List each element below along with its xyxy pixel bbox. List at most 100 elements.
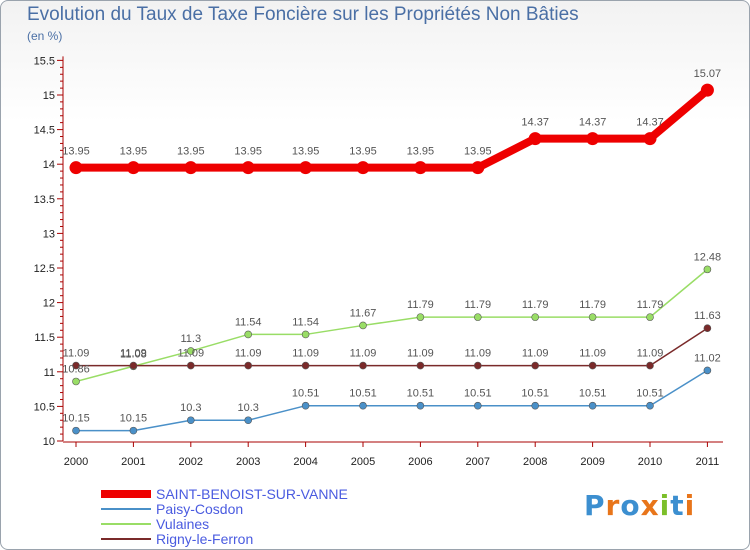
y-tick-label: 15 — [43, 90, 55, 102]
logo-letter: x — [640, 489, 660, 522]
data-point — [473, 361, 482, 370]
legend-item: Rigny-le-Ferron — [101, 531, 401, 547]
data-point — [416, 313, 425, 321]
data-point — [588, 361, 597, 370]
data-label: 11.08 — [120, 348, 147, 360]
y-tick-label: 10 — [43, 436, 55, 448]
data-point — [187, 347, 195, 355]
data-label: 11.54 — [235, 316, 262, 328]
legend-item: Paisy-Cosdon — [101, 501, 401, 517]
y-tick-label: 13.5 — [34, 194, 55, 206]
series-line-1 — [76, 369, 708, 432]
data-label: 10.86 — [62, 363, 90, 375]
y-tick-label: 14 — [43, 159, 55, 171]
data-point — [528, 132, 542, 146]
data-label: 10.3 — [180, 402, 201, 414]
data-point — [359, 321, 367, 330]
data-point — [129, 426, 138, 435]
data-label: 13.95 — [62, 146, 90, 158]
data-label: 13.95 — [464, 146, 492, 158]
data-label: 15.07 — [694, 68, 722, 80]
data-point — [586, 132, 600, 146]
data-label: 14.37 — [636, 117, 664, 129]
data-point — [129, 361, 138, 370]
x-tick-label: 2002 — [179, 456, 203, 468]
data-label: 11.79 — [407, 299, 434, 311]
x-tick-label: 2006 — [408, 456, 432, 468]
y-tick-label: 11.5 — [34, 332, 55, 344]
data-label: 11.63 — [694, 310, 721, 322]
data-point — [244, 330, 252, 339]
legend-swatch — [101, 508, 151, 510]
x-tick-label: 2009 — [580, 456, 604, 468]
data-point — [531, 313, 540, 321]
y-tick-label: 12 — [43, 298, 55, 310]
y-tick-label: 13 — [43, 228, 55, 240]
series-line-0 — [76, 87, 710, 172]
data-point — [244, 416, 252, 425]
data-point — [646, 313, 654, 321]
data-label: 10.3 — [237, 402, 258, 414]
chart-unit-label: (en %) — [27, 29, 63, 43]
data-point — [301, 330, 310, 339]
data-point — [126, 161, 140, 175]
legend-label: SAINT-BENOIST-SUR-VANNE — [156, 486, 348, 502]
logo-letter: i — [659, 489, 671, 522]
data-label: 11.54 — [292, 316, 319, 328]
data-label: 12.48 — [694, 251, 722, 263]
data-point — [588, 401, 597, 410]
data-point — [244, 361, 252, 370]
data-label: 11.02 — [694, 352, 721, 364]
data-point — [72, 426, 80, 435]
data-point — [473, 313, 482, 321]
data-point — [416, 401, 425, 410]
logo-letter: r — [605, 489, 621, 522]
data-label: 10.51 — [407, 388, 435, 400]
data-point — [413, 161, 427, 175]
data-point — [588, 313, 597, 321]
data-label: 11.3 — [181, 333, 202, 345]
data-label: 11.09 — [522, 348, 549, 360]
data-label: 10.51 — [579, 388, 607, 400]
logo-letter: P — [584, 489, 606, 522]
x-tick-label: 2010 — [638, 456, 662, 468]
data-point — [473, 401, 482, 410]
data-label: 11.09 — [579, 348, 606, 360]
data-point — [531, 361, 540, 370]
data-point — [531, 401, 540, 410]
y-tick-label: 15.5 — [34, 55, 55, 67]
x-tick-label: 2007 — [466, 456, 490, 468]
data-label: 11.79 — [637, 299, 664, 311]
data-label: 10.51 — [636, 388, 664, 400]
x-tick-label: 2011 — [696, 456, 720, 468]
y-tick-label: 14.5 — [34, 125, 55, 137]
legend-item: SAINT-BENOIST-SUR-VANNE — [101, 486, 401, 502]
y-tick-label: 10.5 — [34, 401, 55, 413]
chart-title: Evolution du Taux de Taxe Foncière sur l… — [27, 4, 579, 25]
chart-legend: SAINT-BENOIST-SUR-VANNE Paisy-Cosdon Vulai… — [101, 486, 401, 547]
data-label: 14.37 — [579, 117, 607, 129]
data-point — [184, 161, 198, 175]
data-point — [69, 161, 83, 175]
data-point — [359, 361, 367, 370]
data-label: 11.79 — [464, 299, 491, 311]
data-point — [646, 401, 654, 410]
data-label: 13.95 — [407, 146, 435, 158]
data-label: 11.09 — [63, 348, 90, 360]
proxiti-logo: Proxiti — [584, 489, 695, 522]
data-label: 11.67 — [350, 307, 377, 319]
legend-swatch — [101, 538, 151, 540]
data-label: 14.37 — [521, 117, 549, 129]
data-label: 11.09 — [407, 348, 434, 360]
x-tick-label: 2005 — [351, 456, 375, 468]
data-label: 10.15 — [120, 413, 148, 425]
data-label: 11.09 — [637, 348, 664, 360]
data-label: 10.51 — [349, 388, 377, 400]
y-tick-label: 12.5 — [34, 263, 55, 275]
data-label: 11.79 — [522, 299, 549, 311]
data-point — [187, 416, 195, 425]
data-label: 11.09 — [292, 348, 319, 360]
data-point — [359, 401, 367, 410]
x-tick-label: 2004 — [293, 456, 317, 468]
